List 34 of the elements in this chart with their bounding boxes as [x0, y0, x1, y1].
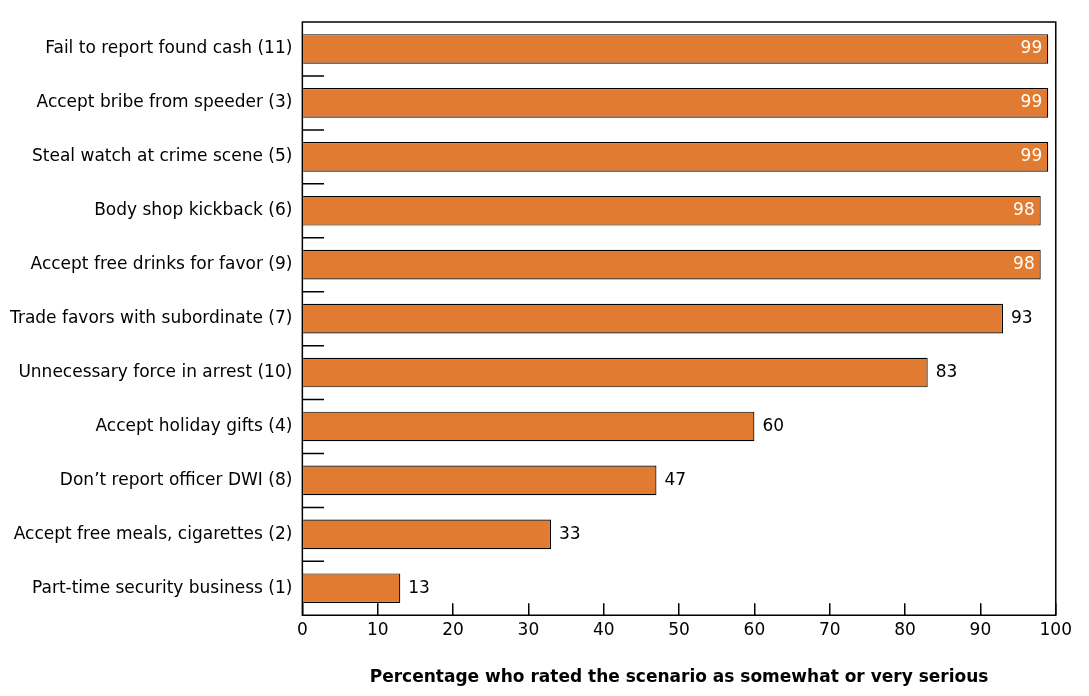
y-tick-label: Trade favors with subordinate (7)	[9, 307, 293, 328]
x-tick-label: 60	[743, 618, 766, 639]
x-tick-label: 0	[296, 618, 308, 639]
y-tick-label: Unnecessary force in arrest (10)	[18, 360, 293, 381]
data-label: 60	[762, 414, 785, 435]
data-label: 47	[664, 468, 687, 489]
y-tick-label: Don’t report officer DWI (8)	[59, 468, 293, 489]
data-label: 13	[408, 576, 430, 597]
y-tick-label: Body shop kickback (6)	[94, 199, 293, 220]
data-label: 99	[1020, 37, 1043, 58]
x-tick-label: 40	[592, 618, 615, 639]
y-tick-label: Accept free meals, cigarettes (2)	[13, 522, 293, 543]
x-axis-title: Percentage who rated the scenario as somewhat or very serious	[369, 666, 989, 687]
data-label: 99	[1020, 145, 1043, 166]
data-label: 98	[1013, 253, 1035, 274]
x-tick-label: 30	[517, 618, 540, 639]
x-tick-label: 50	[668, 618, 690, 639]
data-label: 99	[1020, 91, 1043, 112]
y-tick-label: Fail to report found cash (11)	[45, 37, 293, 58]
x-tick-label: 80	[894, 618, 916, 639]
y-tick-label: Accept holiday gifts (4)	[95, 414, 293, 435]
data-label: 83	[935, 360, 958, 381]
x-tick-label: 100	[1039, 618, 1072, 639]
x-tick-label: 70	[818, 618, 841, 639]
y-tick-label: Steal watch at crime scene (5)	[32, 145, 293, 166]
y-tick-label: Accept bribe from speeder (3)	[36, 91, 293, 112]
y-tick-label: Accept free drinks for favor (9)	[30, 253, 293, 274]
x-tick-label: 10	[366, 618, 389, 639]
data-label: 33	[558, 522, 581, 543]
x-tick-label: 20	[442, 618, 464, 639]
data-label: 93	[1011, 307, 1033, 328]
y-tick-label: Part-time security business (1)	[31, 576, 293, 597]
x-tick-label: 90	[969, 618, 992, 639]
data-label: 98	[1013, 199, 1035, 220]
